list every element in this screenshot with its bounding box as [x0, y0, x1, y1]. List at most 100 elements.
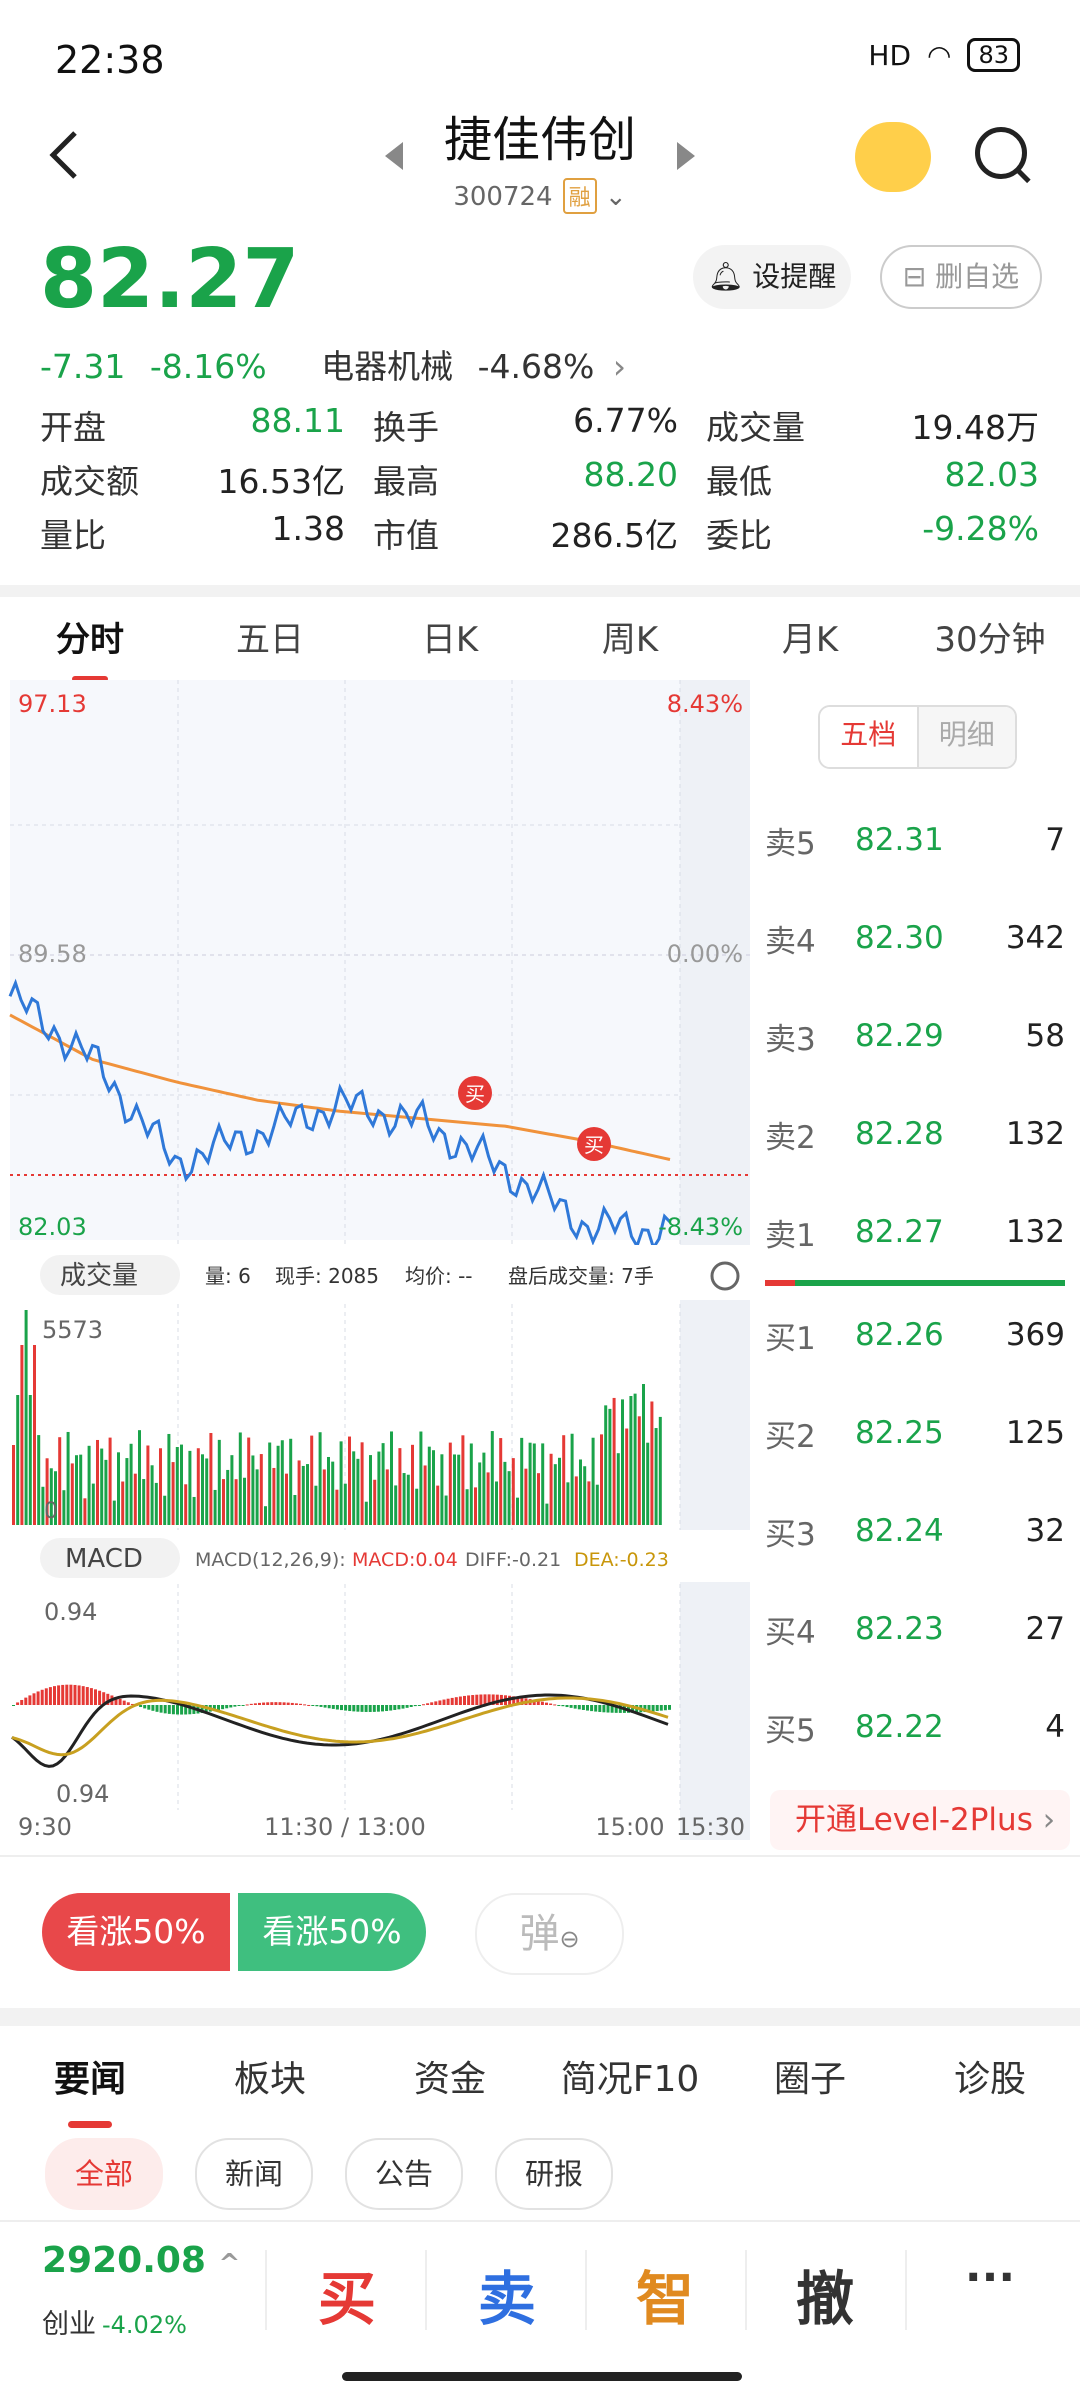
volume-bar — [608, 1408, 612, 1525]
remove-watchlist-button[interactable]: ⊟ 删自选 — [880, 245, 1042, 309]
macd-bar — [413, 1705, 417, 1707]
buy-button[interactable]: 买 — [317, 2265, 376, 2333]
chart-tabs: 分时 五日 日K 周K 月K 30分钟 — [0, 600, 1080, 682]
volume-bar — [394, 1485, 398, 1525]
news-tab-5[interactable]: 诊股 — [953, 2059, 1026, 2100]
bearish-button[interactable]: 看涨50% — [238, 1893, 426, 1971]
stats-row: 量比 1.38 市值 286.5亿 委比 -9.28% — [40, 506, 1040, 560]
macd-bar — [212, 1705, 216, 1711]
cancel-order-button[interactable]: 撤 — [795, 2265, 854, 2333]
macd-selector[interactable] — [40, 1538, 180, 1578]
bid-level-row[interactable]: 买3 82.24 32 — [765, 1501, 1065, 1561]
news-tab-1[interactable]: 板块 — [233, 2059, 306, 2100]
volume-bar — [62, 1490, 66, 1525]
stat-value: -9.28% — [922, 509, 1039, 548]
filter-chip-2[interactable]: 公告 — [345, 2138, 464, 2210]
macd-bar — [475, 1694, 479, 1705]
volume-bar — [558, 1457, 561, 1525]
ask-level-row[interactable]: 卖2 82.28 132 — [765, 1104, 1065, 1164]
next-stock-button[interactable] — [677, 142, 695, 170]
tab-5[interactable]: 30分钟 — [934, 620, 1046, 660]
divider — [265, 2250, 267, 2330]
news-tab-0[interactable]: 要闻 — [0, 2040, 180, 2128]
macd-bar — [458, 1696, 462, 1705]
tab-0[interactable]: 分时 — [0, 600, 180, 682]
level2-upgrade-link[interactable]: 开通Level-2Plus › — [770, 1790, 1070, 1850]
stat-item: 换手 6.77% — [373, 401, 706, 449]
tab-4[interactable]: 月K — [781, 620, 839, 660]
volume-bar — [100, 1448, 104, 1525]
macd-bar — [450, 1697, 454, 1705]
orderbook-v: 132 — [1005, 1214, 1065, 1250]
bid-level-row[interactable]: 买2 82.25 125 — [765, 1403, 1065, 1463]
filter-chip-3[interactable]: 研报 — [495, 2138, 614, 2210]
ask-level-row[interactable]: 卖4 82.30 342 — [765, 908, 1065, 968]
orderbook-l: 卖5 — [765, 825, 816, 862]
macd-bar — [483, 1694, 487, 1705]
macd-bar — [48, 1687, 52, 1705]
stat-value: 6.77% — [573, 401, 678, 440]
prev-stock-button[interactable] — [385, 142, 403, 170]
filter-chip-0[interactable]: 全部 — [45, 2138, 164, 2210]
tab-2[interactable]: 日K — [421, 620, 479, 660]
set-alert-label: 设提醒 — [752, 260, 837, 293]
macd-bar — [36, 1691, 40, 1705]
change-row: -7.31 -8.16% 电器机械 -4.68% › — [40, 340, 626, 388]
volume-bar — [335, 1489, 339, 1525]
sector-name[interactable]: 电器机械 — [321, 347, 454, 386]
volume-bar — [465, 1489, 469, 1525]
more-button[interactable]: ··· — [964, 2252, 1016, 2303]
price-panel-bg — [10, 680, 750, 1240]
ask-level-row[interactable]: 卖5 82.31 7 — [765, 810, 1065, 870]
stock-code-row[interactable]: 300724 融 ⌄ — [0, 178, 1080, 214]
news-tab-3[interactable]: 简况F10 — [560, 2059, 700, 2100]
sell-button[interactable]: 卖 — [477, 2265, 536, 2333]
tab-five-levels[interactable]: 五档 — [820, 707, 919, 767]
buy-marker-1[interactable]: 买 — [458, 1076, 492, 1110]
index-value[interactable]: 2920.08 ^ — [42, 2240, 241, 2281]
intraday-chart[interactable]: 97.13 8.43% 89.58 0.00% 82.03 -8.43% 买 买… — [0, 680, 750, 1840]
volume-bar — [167, 1433, 171, 1525]
volume-bar — [499, 1438, 503, 1525]
settings-icon[interactable] — [710, 1261, 740, 1291]
volume-bar — [625, 1428, 629, 1525]
volume-selector[interactable] — [40, 1255, 180, 1295]
tab-3[interactable]: 周K — [601, 620, 659, 660]
macd-bar — [372, 1705, 376, 1712]
volume-bar — [553, 1464, 557, 1525]
volume-bar — [37, 1435, 41, 1525]
volume-bar — [70, 1463, 74, 1525]
news-tab-2[interactable]: 资金 — [413, 2059, 486, 2100]
stat-item: 成交量 19.48万 — [706, 401, 1039, 449]
volume-bar — [440, 1454, 444, 1525]
buy-marker-2[interactable]: 买 — [577, 1127, 611, 1161]
macd-bot-label: 0.94 — [56, 1780, 109, 1808]
bid-level-row[interactable]: 买5 82.22 4 — [765, 1697, 1065, 1757]
search-icon[interactable] — [975, 127, 1027, 179]
ask-level-row[interactable]: 卖3 82.29 58 — [765, 1006, 1065, 1066]
bullish-button[interactable]: 看涨50% — [42, 1893, 230, 1971]
tab-details[interactable]: 明细 — [918, 707, 1015, 767]
bid-level-row[interactable]: 买1 82.26 369 — [765, 1305, 1065, 1365]
macd-bar — [171, 1705, 175, 1715]
smart-order-button[interactable]: 智 — [635, 2265, 694, 2333]
volume-bar — [301, 1465, 305, 1525]
danmu-toggle[interactable]: 弹⊖ — [475, 1893, 624, 1975]
ask-level-row[interactable]: 卖1 82.27 132 — [765, 1202, 1065, 1262]
volume-bar — [112, 1500, 116, 1525]
macd-bar — [422, 1704, 425, 1706]
mascot-icon[interactable] — [855, 122, 931, 192]
volume-bar — [373, 1479, 377, 1525]
tab-1[interactable]: 五日 — [236, 620, 304, 660]
bid-level-row[interactable]: 买4 82.23 27 — [765, 1599, 1065, 1659]
stat-item: 量比 1.38 — [40, 509, 373, 557]
stat-label: 成交额 — [40, 462, 139, 501]
macd-bar — [147, 1705, 151, 1710]
macd-bar — [594, 1705, 598, 1712]
filter-chip-1[interactable]: 新闻 — [195, 2138, 314, 2210]
set-alert-button[interactable]: 🔔︎ 设提醒 — [693, 245, 851, 309]
volume-bar — [654, 1428, 658, 1525]
volume-bar — [45, 1458, 49, 1525]
back-button[interactable] — [45, 125, 85, 185]
news-tab-4[interactable]: 圈子 — [773, 2059, 846, 2100]
